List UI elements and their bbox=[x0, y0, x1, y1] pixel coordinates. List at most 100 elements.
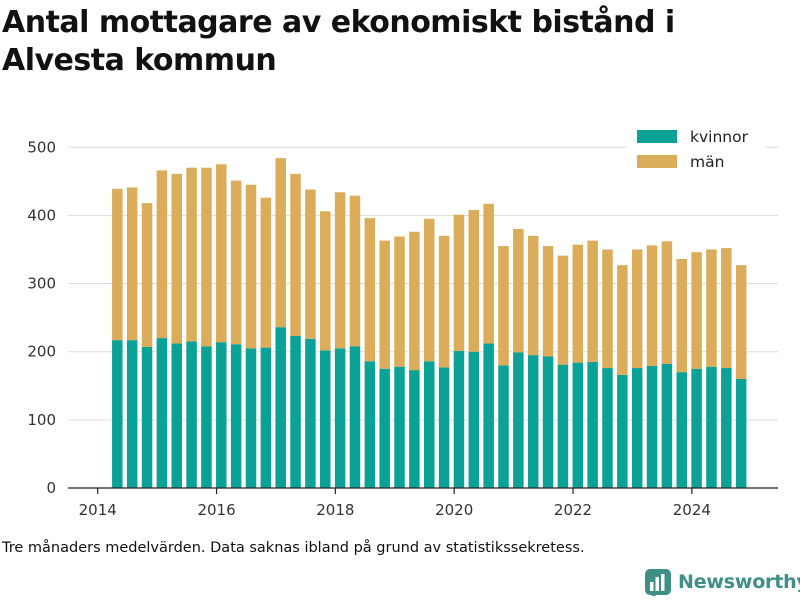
bar-kvinnor bbox=[631, 368, 643, 488]
y-tick-label: 500 bbox=[27, 138, 56, 156]
bar-kvinnor bbox=[735, 378, 747, 488]
bar-kvinnor bbox=[498, 365, 509, 488]
y-tick-label: 400 bbox=[27, 206, 56, 224]
bar-man bbox=[676, 259, 687, 373]
bar-kvinnor bbox=[186, 341, 197, 488]
x-tick-label: 2022 bbox=[554, 501, 592, 519]
bar-kvinnor bbox=[602, 368, 613, 488]
bar-man bbox=[245, 184, 257, 349]
bar-man bbox=[320, 211, 331, 351]
brand-name: Newsworthy bbox=[678, 571, 800, 593]
bar-kvinnor bbox=[290, 336, 301, 488]
bar-man bbox=[379, 240, 390, 369]
bar-kvinnor bbox=[721, 368, 732, 488]
bar-kvinnor bbox=[126, 340, 138, 488]
bar-man bbox=[498, 246, 509, 366]
bar-man bbox=[126, 187, 138, 341]
bar-kvinnor bbox=[230, 344, 242, 488]
bar-man bbox=[557, 255, 569, 365]
bar-man bbox=[602, 249, 613, 369]
bar-man bbox=[587, 240, 598, 362]
bar-kvinnor bbox=[483, 343, 494, 488]
chart-title: Antal mottagare av ekonomiskt bistånd i … bbox=[2, 5, 675, 78]
bar-man bbox=[201, 167, 212, 347]
bar-man bbox=[706, 249, 717, 367]
bar-kvinnor bbox=[527, 355, 539, 488]
bar-kvinnor bbox=[572, 362, 584, 488]
x-tick-label: 2018 bbox=[316, 501, 354, 519]
bar-kvinnor bbox=[661, 363, 673, 488]
bar-kvinnor bbox=[216, 342, 227, 488]
x-tick-label: 2024 bbox=[673, 501, 711, 519]
bar-kvinnor bbox=[334, 348, 346, 488]
bar-man bbox=[735, 265, 747, 379]
x-tick-label: 2014 bbox=[79, 501, 117, 519]
bar-man bbox=[721, 248, 732, 369]
legend-swatch bbox=[637, 130, 677, 143]
bar-kvinnor bbox=[156, 338, 168, 488]
footnote: Tre månaders medelvärden. Data saknas ib… bbox=[2, 540, 585, 556]
bar-man bbox=[617, 265, 628, 375]
bar-kvinnor bbox=[676, 372, 687, 488]
y-tick-label: 100 bbox=[27, 411, 56, 429]
bar-kvinnor bbox=[646, 366, 658, 488]
bar-man bbox=[513, 229, 524, 353]
bar-man bbox=[646, 245, 658, 367]
bar-kvinnor bbox=[453, 351, 465, 488]
bar-man bbox=[394, 236, 405, 367]
legend-label: män bbox=[690, 153, 724, 171]
bar-kvinnor bbox=[141, 346, 153, 488]
bar-kvinnor bbox=[112, 340, 123, 488]
bar-man bbox=[230, 180, 242, 345]
bar-kvinnor bbox=[468, 351, 480, 488]
legend-swatch bbox=[637, 155, 677, 168]
bar-man bbox=[631, 249, 643, 369]
bar-man bbox=[156, 170, 168, 339]
bar-kvinnor bbox=[409, 370, 420, 488]
bar-kvinnor bbox=[171, 343, 182, 488]
bar-man bbox=[468, 209, 480, 352]
brand: Newsworthy bbox=[644, 568, 800, 596]
bar-kvinnor bbox=[617, 374, 628, 488]
bar-kvinnor bbox=[542, 356, 554, 488]
bar-man bbox=[349, 195, 361, 347]
x-tick-label: 2020 bbox=[435, 501, 473, 519]
bars bbox=[112, 158, 747, 488]
y-tick-label: 0 bbox=[46, 479, 56, 497]
bar-kvinnor bbox=[394, 366, 405, 488]
bar-kvinnor bbox=[260, 347, 272, 488]
bar-man bbox=[141, 203, 153, 347]
bar-kvinnor bbox=[557, 364, 569, 488]
bar-kvinnor bbox=[245, 348, 257, 488]
bar-man bbox=[216, 164, 227, 343]
bar-kvinnor bbox=[364, 361, 376, 488]
bar-kvinnor bbox=[349, 346, 361, 488]
legend-label: kvinnor bbox=[690, 128, 749, 146]
bar-kvinnor bbox=[320, 350, 331, 488]
bar-man bbox=[334, 192, 346, 349]
bar-man bbox=[661, 241, 673, 364]
bar-chart-logo-icon bbox=[645, 569, 671, 596]
bar-man bbox=[364, 218, 376, 362]
y-tick-label: 300 bbox=[27, 275, 56, 293]
bar-kvinnor bbox=[275, 327, 286, 488]
bar-kvinnor bbox=[438, 367, 450, 488]
bar-man bbox=[438, 235, 450, 368]
bar-man bbox=[305, 189, 316, 339]
bar-kvinnor bbox=[587, 361, 598, 488]
bar-man bbox=[542, 246, 554, 357]
bar-kvinnor bbox=[423, 361, 435, 488]
x-tick-label: 2016 bbox=[197, 501, 235, 519]
bar-kvinnor bbox=[201, 346, 212, 488]
bar-man bbox=[112, 188, 123, 341]
bar-man bbox=[290, 173, 301, 337]
bar-kvinnor bbox=[691, 368, 702, 488]
bar-man bbox=[275, 158, 286, 328]
bar-kvinnor bbox=[305, 338, 316, 488]
bar-man bbox=[409, 231, 420, 371]
bar-man bbox=[691, 252, 702, 369]
bar-man bbox=[453, 214, 465, 352]
bar-man bbox=[260, 197, 272, 348]
bar-man bbox=[527, 235, 539, 356]
